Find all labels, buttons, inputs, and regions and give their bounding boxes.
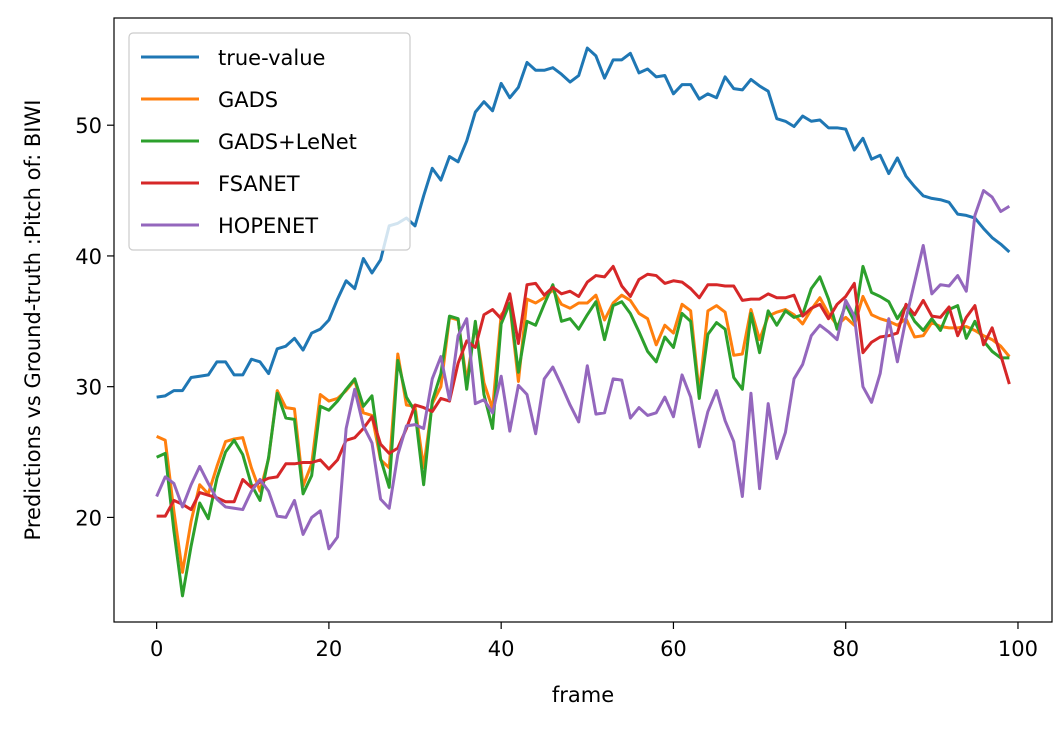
legend-label: HOPENET <box>218 214 318 238</box>
series-line <box>155 189 1011 551</box>
x-tick-label: 80 <box>832 637 859 661</box>
legend-label: FSANET <box>218 172 300 196</box>
plot-frame <box>113 17 1053 623</box>
legend-label: GADS+LeNet <box>218 130 357 154</box>
x-tick-label: 60 <box>660 637 687 661</box>
x-axis-label: frame <box>552 683 614 707</box>
legend-label: GADS <box>218 88 278 112</box>
y-tick-label: 40 <box>75 245 102 269</box>
y-tick-label: 20 <box>75 506 102 530</box>
x-tick-label: 0 <box>150 637 163 661</box>
legend-box <box>128 32 411 251</box>
x-tick-label: 20 <box>316 637 343 661</box>
y-tick-label: 30 <box>75 376 102 400</box>
legend-label: true-value <box>218 46 325 70</box>
series-line <box>156 264 1011 518</box>
series-line <box>156 264 1010 598</box>
x-tick-label: 40 <box>488 637 515 661</box>
y-tick-label: 50 <box>75 114 102 138</box>
x-tick-label: 100 <box>998 637 1038 661</box>
series-line <box>156 46 1011 399</box>
y-axis-label: Predictions vs Ground-truth :Pitch of: B… <box>21 100 45 541</box>
